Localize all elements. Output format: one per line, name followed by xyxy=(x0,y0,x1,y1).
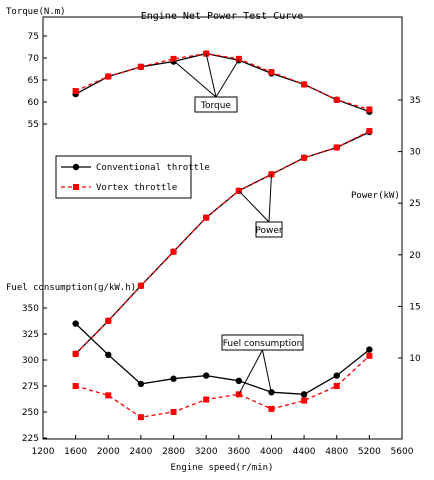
legend-marker-circle xyxy=(72,163,80,171)
fuel-tick-label: 300 xyxy=(22,356,39,366)
fuel-callout-label: Fuel consumption xyxy=(223,339,303,349)
callout-leader-line xyxy=(268,174,272,223)
fuel-point-conventional xyxy=(235,377,243,384)
torque-point-vortex xyxy=(235,55,242,62)
torque-tick-label: 75 xyxy=(28,32,39,42)
torque-point-vortex xyxy=(366,106,373,113)
callout-leader-line xyxy=(262,349,272,394)
power-point-vortex xyxy=(301,154,308,161)
power-tick-label: 20 xyxy=(409,251,421,261)
torque-point-vortex xyxy=(333,96,340,103)
power-axis-title: Power(kW) xyxy=(351,191,400,201)
callout-leader-line xyxy=(173,60,217,98)
power-point-vortex xyxy=(137,282,144,289)
fuel-point-conventional xyxy=(170,375,177,382)
fuel-point-vortex xyxy=(366,352,373,359)
fuel-point-conventional xyxy=(333,372,340,379)
fuel-point-conventional xyxy=(137,380,145,388)
torque-tick-label: 70 xyxy=(28,54,40,64)
power-tick-label: 25 xyxy=(409,199,420,209)
power-point-vortex xyxy=(105,317,112,324)
torque-point-vortex xyxy=(268,69,275,76)
fuel-point-vortex xyxy=(203,396,210,403)
x-tick-label: 5200 xyxy=(358,447,381,457)
torque-point-vortex xyxy=(301,81,308,88)
power-point-vortex xyxy=(203,214,210,221)
power-tick-label: 15 xyxy=(409,302,420,312)
torque-line-vortex xyxy=(75,52,370,111)
power-tick-label: 10 xyxy=(409,354,421,364)
fuel-tick-label: 275 xyxy=(22,382,39,392)
fuel-point-conventional xyxy=(202,372,210,379)
power-point-vortex xyxy=(170,248,177,255)
x-tick-label: 4000 xyxy=(260,447,283,457)
torque-axis-title: Torque(N.m) xyxy=(6,7,66,17)
fuel-point-conventional xyxy=(72,320,79,327)
fuel-point-conventional xyxy=(300,391,308,398)
legend-label: Vortex throttle xyxy=(96,183,177,193)
power-line-vortex xyxy=(75,130,370,355)
torque-point-vortex xyxy=(105,73,112,80)
fuel-point-vortex xyxy=(170,409,177,415)
fuel-line-vortex xyxy=(75,355,370,418)
callout-box xyxy=(255,221,283,238)
x-tick-label: 1600 xyxy=(64,447,87,457)
fuel-point-conventional xyxy=(105,351,112,358)
chart-title: Engine Net Power Test Curve xyxy=(141,11,304,22)
torque-tick-label: 60 xyxy=(28,98,40,108)
torque-tick-label: 55 xyxy=(28,120,39,130)
x-tick-label: 2800 xyxy=(162,447,185,457)
fuel-axis-title: Fuel consumption(g/kW.h) xyxy=(6,283,136,293)
power-point-vortex xyxy=(333,144,340,151)
fuel-tick-label: 250 xyxy=(22,408,39,418)
torque-tick-label: 65 xyxy=(28,76,39,86)
fuel-tick-label: 325 xyxy=(22,330,39,340)
x-tick-label: 2000 xyxy=(97,447,120,457)
x-tick-label: 1200 xyxy=(32,447,55,457)
callout-leader-line xyxy=(238,190,270,223)
power-callout-label: Power xyxy=(255,226,283,236)
x-tick-label: 3600 xyxy=(227,447,250,457)
legend-box xyxy=(55,155,192,199)
fuel-line-conventional xyxy=(75,323,370,395)
callout-leader-line xyxy=(215,59,240,98)
callout-box xyxy=(221,334,304,351)
callout-leader-line xyxy=(238,349,263,395)
x-tick-label: 4800 xyxy=(325,447,348,457)
power-point-vortex xyxy=(72,350,79,357)
power-tick-label: 30 xyxy=(409,148,421,158)
fuel-point-vortex xyxy=(137,414,144,421)
plot-frame xyxy=(42,16,403,440)
fuel-point-vortex xyxy=(72,383,79,389)
x-tick-label: 5600 xyxy=(391,447,414,457)
fuel-point-vortex xyxy=(301,397,308,404)
power-point-vortex xyxy=(366,127,373,134)
x-axis-title: Engine speed(r/min) xyxy=(171,463,274,473)
callout-box xyxy=(194,96,238,113)
fuel-tick-label: 225 xyxy=(22,434,39,444)
torque-callout-label: Torque xyxy=(200,101,231,111)
fuel-point-conventional xyxy=(366,346,373,353)
x-tick-label: 4400 xyxy=(293,447,316,457)
x-tick-label: 2400 xyxy=(129,447,152,457)
x-tick-label: 3200 xyxy=(195,447,218,457)
callout-leader-line xyxy=(205,53,217,98)
fuel-point-vortex xyxy=(105,392,112,399)
torque-point-vortex xyxy=(72,88,79,94)
legend-marker-square xyxy=(73,184,79,190)
fuel-point-vortex xyxy=(268,405,275,412)
torque-point-vortex xyxy=(170,55,177,62)
fuel-tick-label: 350 xyxy=(22,304,39,314)
legend-label: Conventional throttle xyxy=(96,163,210,173)
torque-point-vortex xyxy=(137,63,144,70)
power-tick-label: 35 xyxy=(409,96,420,106)
fuel-point-vortex xyxy=(333,383,340,389)
